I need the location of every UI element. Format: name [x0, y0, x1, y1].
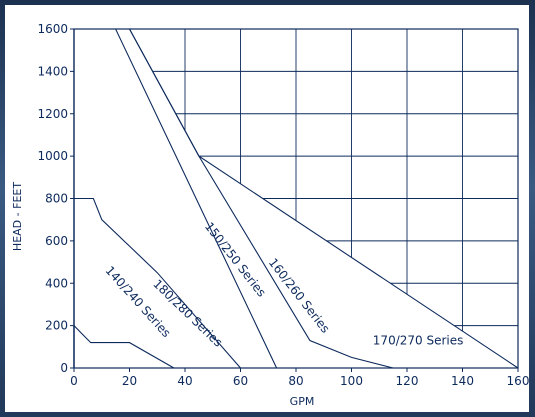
tick-labels: 0 20 40 60 80 100 120 140 1600200400600800100012…: [37, 22, 529, 388]
x-tick-label: 60: [233, 374, 248, 388]
y-axis-label: HEAD - FEET: [11, 182, 24, 251]
y-tick-label: 0: [60, 361, 68, 375]
x-tick-label: 140: [451, 374, 474, 388]
x-tick-label: 80: [288, 374, 303, 388]
y-tick-label: 1200: [37, 107, 68, 121]
y-tick-label: 200: [45, 319, 68, 333]
axes: [70, 28, 519, 372]
y-tick-label: 600: [45, 234, 68, 248]
performance-chart: 0 20 40 60 80 100 120 140 1600200400600800100012…: [11, 22, 529, 408]
series-curves: [73, 28, 519, 369]
y-tick-label: 800: [45, 192, 68, 206]
x-tick-label: 120: [396, 374, 419, 388]
chart-panel: 0 20 40 60 80 100 120 140 160 0 200 400 600 800 1000 12…: [5, 5, 529, 412]
series-fill: [74, 325, 174, 368]
series-fill: [74, 198, 241, 368]
y-tick-label: 400: [45, 276, 68, 290]
y-tick-label: 1400: [37, 64, 68, 78]
x-tick-label: 160: [507, 374, 529, 388]
x-tick-label: 20: [122, 374, 137, 388]
x-tick-label: 40: [177, 374, 192, 388]
series-label: 170/270 Series: [373, 334, 464, 348]
y-tick-label: 1600: [37, 22, 68, 36]
x-tick-label: 100: [340, 374, 363, 388]
y-tick-label: 1000: [37, 149, 68, 163]
x-tick-label: 0: [70, 374, 78, 388]
x-axis-label: GPM: [290, 395, 315, 408]
